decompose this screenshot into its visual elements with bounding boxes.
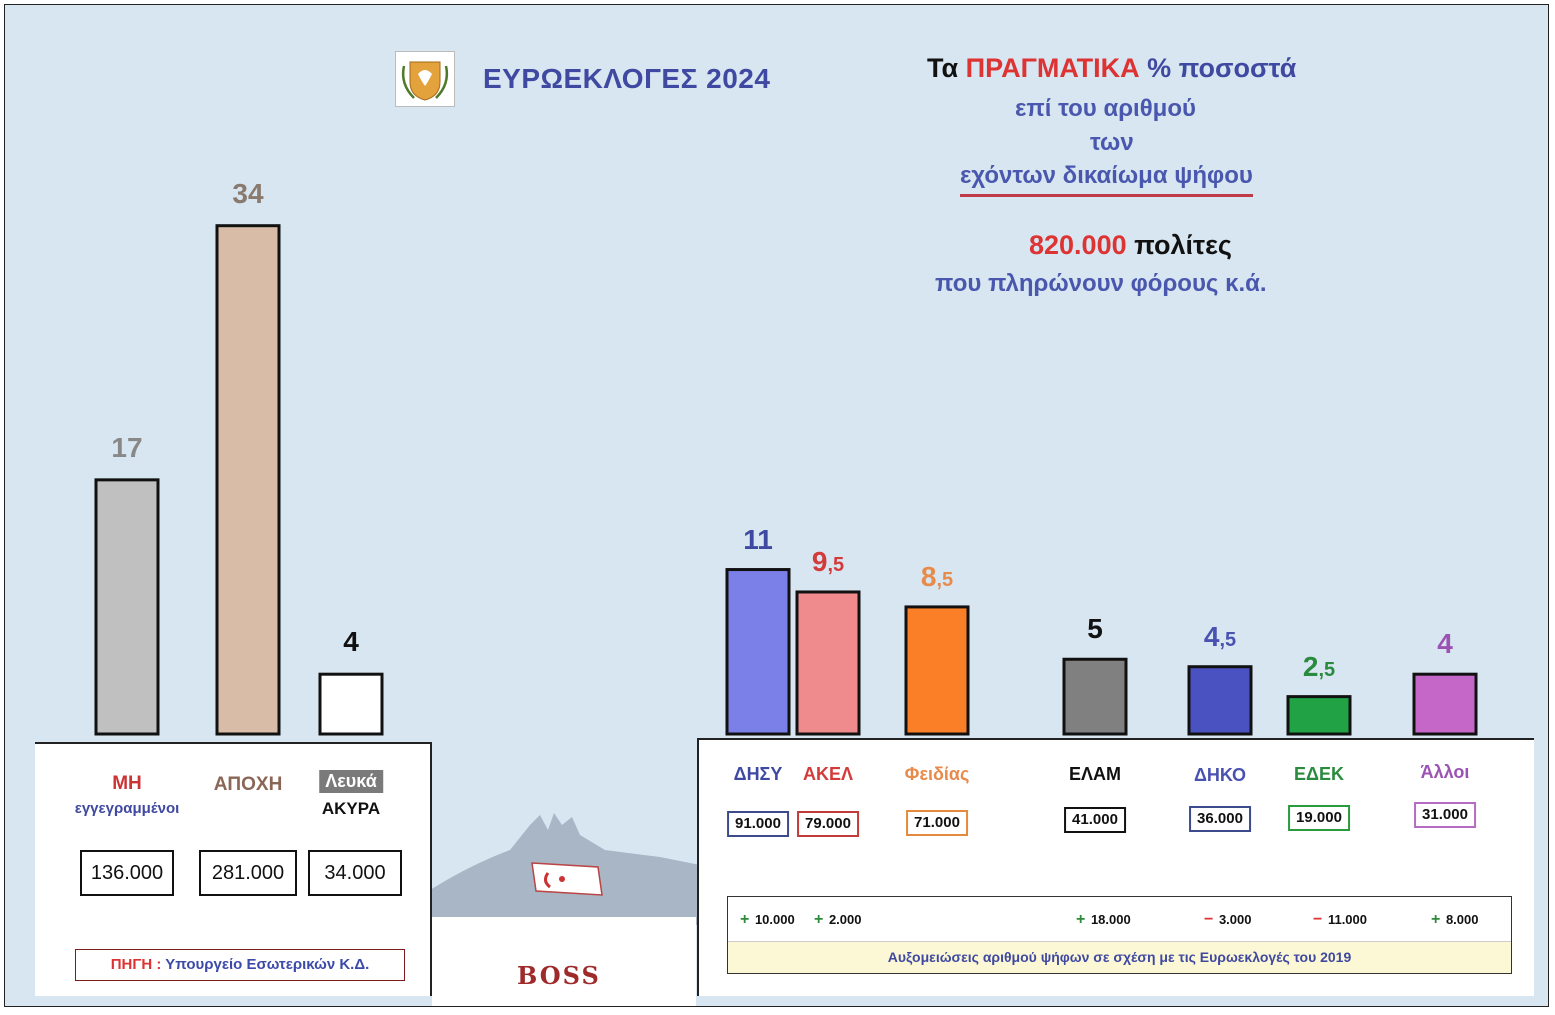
chart-frame: ΕΥΡΩΕΚΛΟΓΕΣ 2024 Τα ΠΡΑΓΜΑΤΙΚΑ % ποσοστά… xyxy=(4,4,1549,1007)
vote-count-box: 19.000 xyxy=(1288,805,1350,831)
heading-real-percent: Τα ΠΡΑΓΜΑΤΙΚΑ % ποσοστά xyxy=(927,53,1297,83)
data-label: 4 xyxy=(1437,628,1453,660)
bar-ΔΗΣΥ xyxy=(725,568,791,736)
category-label: ΑΚΥΡΑ xyxy=(321,799,381,818)
data-label: 8,5 xyxy=(920,560,954,592)
mountain-illustration xyxy=(430,813,700,925)
bar-1 xyxy=(94,478,160,736)
category-label: ΑΚΕΛ xyxy=(802,764,854,784)
heading-line-4: εχόντων δικαίωμα ψήφου xyxy=(960,162,1253,197)
vote-change: − 3.000 xyxy=(1204,911,1252,928)
vote-change: + 18.000 xyxy=(1076,911,1131,928)
heading-line-2: επί του αριθμού xyxy=(1015,95,1196,122)
vote-change: + 8.000 xyxy=(1431,911,1479,928)
data-label: 4,5 xyxy=(1203,620,1237,652)
bar-2 xyxy=(215,224,281,736)
flag-icon xyxy=(531,862,603,896)
heading-taxpayers: που πληρώνουν φόρους κ.ά. xyxy=(935,270,1267,297)
category-label: ΕΔΕΚ xyxy=(1294,764,1344,784)
bar-Φειδίας xyxy=(904,605,970,736)
data-label: 17 xyxy=(111,431,143,463)
data-label: 11 xyxy=(743,523,773,555)
vote-changes-note: Αυξομειώσεις αριθμού ψήφων σε σχέση με τ… xyxy=(728,941,1511,973)
bar-chart xyxy=(94,224,1478,736)
bar-ΕΔΕΚ xyxy=(1286,695,1352,736)
vote-count-box: 31.000 xyxy=(1414,802,1476,828)
bar-ΑΚΕΛ xyxy=(795,590,861,736)
data-label: 9,5 xyxy=(811,545,845,577)
bar-ΕΛΑΜ xyxy=(1062,657,1128,736)
data-label: 2,5 xyxy=(1302,650,1336,682)
bar-ΔΗΚΟ xyxy=(1187,665,1253,736)
category-label: ΑΠΟΧΗ xyxy=(213,774,283,795)
category-label: ΜΗ xyxy=(112,773,142,794)
signature: BOSS xyxy=(517,961,601,990)
vote-count-box: 34.000 xyxy=(308,850,402,896)
vote-count-box: 71.000 xyxy=(906,810,968,836)
category-label: ΔΗΣΥ xyxy=(733,764,783,784)
ground xyxy=(432,917,696,1006)
data-label: 34 xyxy=(232,177,264,209)
heading-citizens: 820.000 πολίτες xyxy=(1029,230,1232,260)
bar-3 xyxy=(318,672,384,736)
vote-change: + 2.000 xyxy=(814,911,862,928)
category-label: Άλλοι xyxy=(1420,762,1470,782)
vote-changes-box: + 10.000 + 2.000 + 18.000 − 3.000 − 11.000 + … xyxy=(727,896,1512,974)
category-label: Φειδίας xyxy=(904,764,970,784)
vote-count-box: 36.000 xyxy=(1189,806,1251,832)
bar-Άλλοι xyxy=(1412,672,1478,736)
vote-change: − 11.000 xyxy=(1313,911,1367,928)
vote-count-box: 136.000 xyxy=(80,850,174,896)
vote-count-box: 91.000 xyxy=(727,811,789,837)
heading-line-3: των xyxy=(1090,129,1134,156)
vote-change: + 10.000 xyxy=(740,911,795,928)
category-label: ΔΗΚΟ xyxy=(1193,765,1247,785)
vote-count-box: 281.000 xyxy=(199,850,297,896)
data-label: 4 xyxy=(343,626,359,658)
vote-count-box: 79.000 xyxy=(797,811,859,837)
vote-count-box: 41.000 xyxy=(1064,807,1126,833)
chart-title: ΕΥΡΩΕΚΛΟΓΕΣ 2024 xyxy=(483,63,771,94)
category-label: Λευκά xyxy=(319,770,383,793)
cyprus-emblem-icon xyxy=(395,51,455,107)
source-box: ΠΗΓΗ : Υπουργείο Εσωτερικών Κ.Δ. xyxy=(75,949,405,981)
category-label: ΕΛΑΜ xyxy=(1068,764,1122,784)
data-label: 5 xyxy=(1087,613,1103,645)
category-label: εγγεγραμμένοι xyxy=(74,800,180,817)
